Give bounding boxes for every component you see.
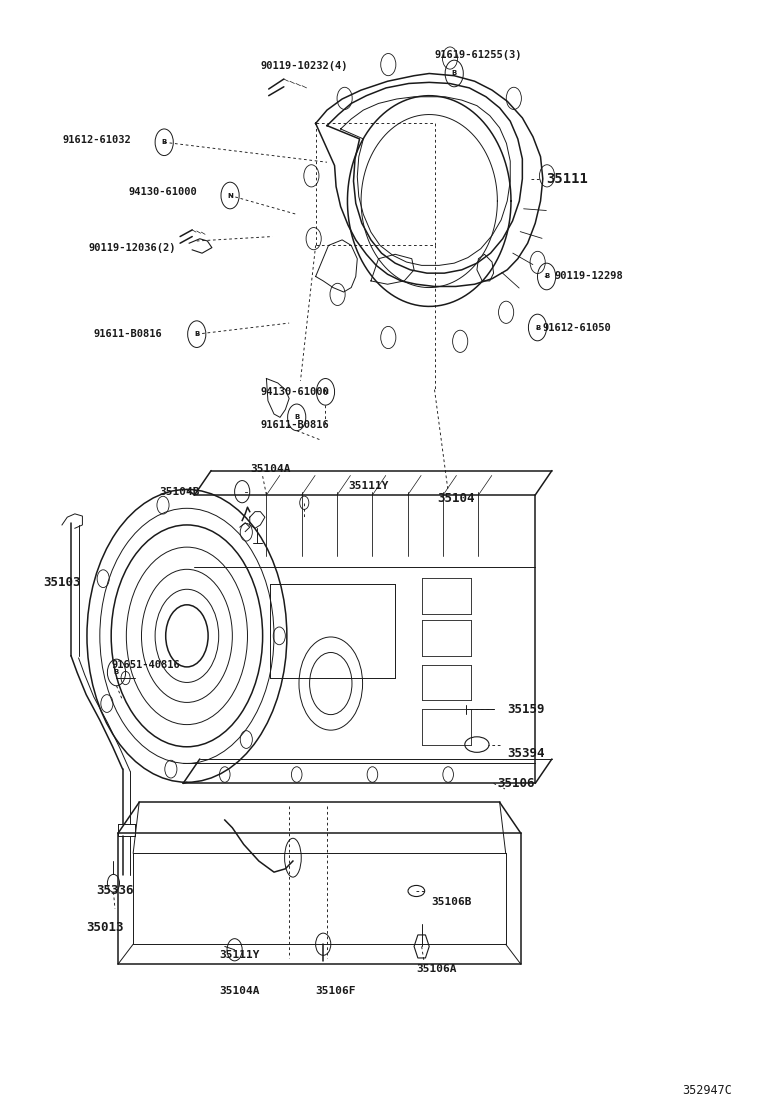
- Text: 35104B: 35104B: [160, 487, 200, 497]
- Text: B: B: [114, 669, 119, 675]
- Text: 35106: 35106: [497, 777, 535, 790]
- Text: 91611-B0816: 91611-B0816: [261, 420, 330, 430]
- Text: 91612-61032: 91612-61032: [63, 135, 131, 145]
- Text: 35106B: 35106B: [432, 897, 472, 907]
- Text: 90119-12036(2): 90119-12036(2): [88, 242, 176, 252]
- Text: 35104A: 35104A: [220, 986, 260, 996]
- Text: 91611-B0816: 91611-B0816: [93, 329, 162, 339]
- Text: 94130-61000: 94130-61000: [128, 187, 197, 197]
- Text: 91651-40816: 91651-40816: [111, 659, 180, 669]
- Text: B: B: [294, 415, 299, 420]
- Text: B: B: [162, 139, 166, 146]
- Text: 35394: 35394: [507, 747, 545, 759]
- Text: 94130-61000: 94130-61000: [261, 387, 330, 397]
- Text: 352947C: 352947C: [682, 1084, 732, 1098]
- Text: 35104A: 35104A: [250, 465, 290, 475]
- Text: B: B: [544, 274, 549, 279]
- Text: 35336: 35336: [96, 884, 134, 897]
- Text: N: N: [322, 389, 328, 395]
- Text: B: B: [194, 331, 199, 337]
- Text: 35111Y: 35111Y: [220, 951, 260, 961]
- Text: B: B: [535, 325, 540, 330]
- Text: 35104: 35104: [437, 492, 474, 505]
- Text: 35106F: 35106F: [315, 986, 356, 996]
- Text: 35103: 35103: [43, 576, 81, 589]
- Text: 35106A: 35106A: [416, 964, 457, 974]
- Text: 90119-10232(4): 90119-10232(4): [261, 61, 348, 71]
- Text: 35013: 35013: [86, 921, 124, 934]
- Text: 35111: 35111: [546, 172, 588, 186]
- Text: 91619-61255(3): 91619-61255(3): [435, 50, 522, 60]
- Text: B: B: [451, 70, 457, 77]
- Text: 91612-61050: 91612-61050: [542, 322, 611, 332]
- Text: N: N: [227, 192, 233, 199]
- Text: 35111Y: 35111Y: [348, 481, 388, 492]
- Text: 35159: 35159: [507, 703, 545, 716]
- Text: 90119-12298: 90119-12298: [554, 271, 623, 281]
